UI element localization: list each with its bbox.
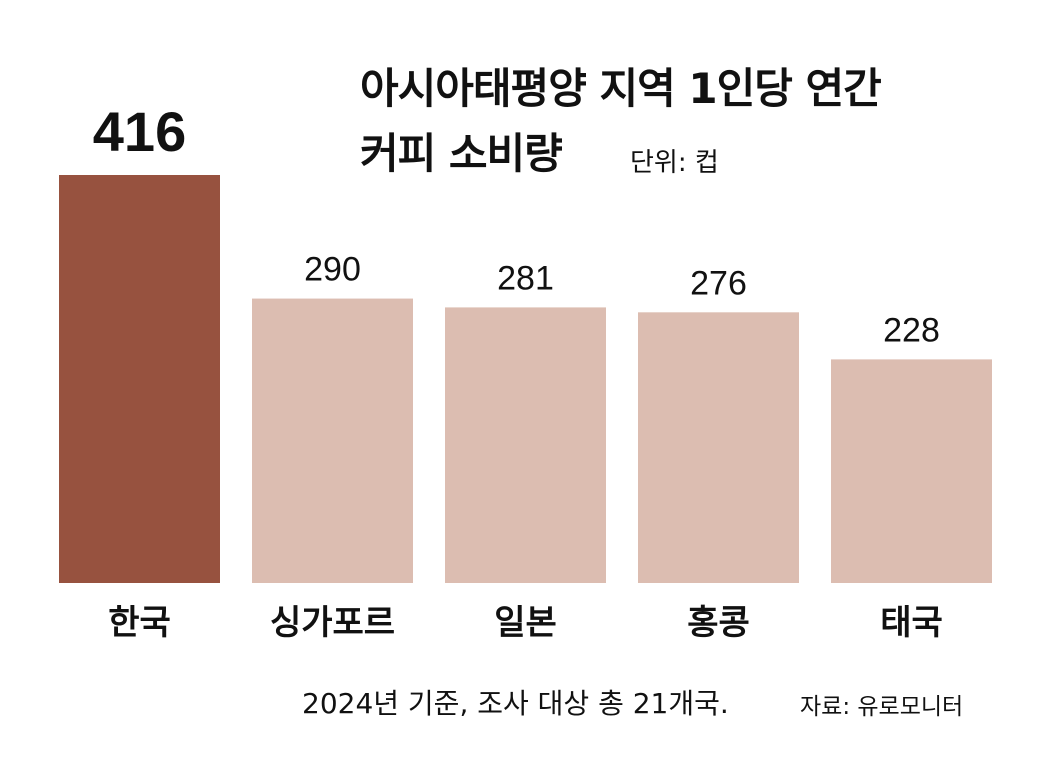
chart-title-line-2: 커피 소비량 [360,129,563,178]
category-label-5: 태국 [880,603,943,643]
category-label-4: 홍콩 [687,603,750,643]
chart-title-line-1: 아시아태평양 지역 1인당 연간 [360,64,882,113]
footnote-note: 2024년 기준, 조사 대상 총 21개국. [302,687,729,720]
bar-3 [445,307,606,583]
category-label-1: 한국 [108,603,171,643]
category-label-3: 일본 [494,603,557,643]
value-label-1: 416 [93,100,186,163]
bar-2 [252,298,413,583]
value-label-5: 228 [883,311,940,349]
bar-1 [59,175,220,583]
bar-4 [638,312,799,583]
unit-label: 단위: 컵 [630,148,719,178]
footnote-source: 자료: 유로모니터 [800,694,964,720]
bar-5 [831,359,992,583]
value-label-3: 281 [497,259,554,297]
value-label-4: 276 [690,264,747,302]
value-label-2: 290 [304,251,361,289]
category-label-2: 싱가포르 [270,603,395,643]
